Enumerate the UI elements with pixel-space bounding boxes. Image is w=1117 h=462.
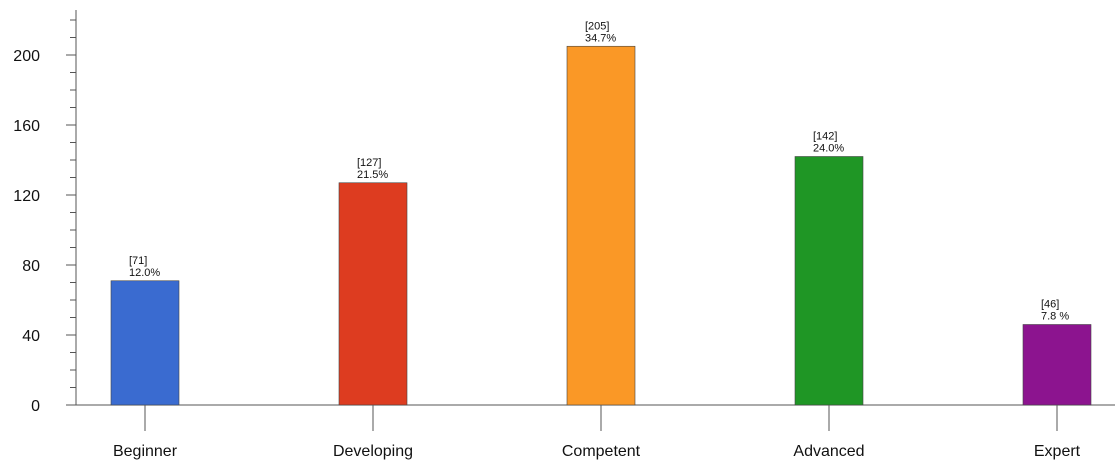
bar-percent-label: 12.0% xyxy=(129,267,160,279)
bars-group: [71]12.0% [127]21.5% [205]34.7% [142]24.0% [… xyxy=(110,20,1092,406)
y-tick-label: 200 xyxy=(13,48,40,65)
bar-count-label: [46] xyxy=(1041,299,1059,311)
bar-count-label: [205] xyxy=(585,20,609,32)
bar-competent xyxy=(566,45,636,406)
bar-count-label: [142] xyxy=(813,131,837,143)
x-tick-label: Developing xyxy=(333,443,413,460)
bar-advanced xyxy=(794,156,864,406)
x-tick-label: Expert xyxy=(1034,443,1081,460)
x-axis-ticks: Beginner Developing Competent Advanced Exper… xyxy=(113,405,1081,460)
y-tick-label: 120 xyxy=(13,188,40,205)
y-tick-label: 80 xyxy=(22,258,40,275)
bar-percent-label: 7.8 % xyxy=(1041,311,1069,323)
bar-percent-label: 21.5% xyxy=(357,169,388,181)
bar-beginner xyxy=(110,280,180,406)
bar-count-label: [71] xyxy=(129,255,147,267)
x-tick-label: Advanced xyxy=(793,443,864,460)
x-tick-label: Competent xyxy=(562,443,641,460)
y-axis-ticks: 0 40 80 120 160 200 xyxy=(13,19,76,415)
y-tick-label: 0 xyxy=(31,398,40,415)
bar-expert xyxy=(1022,324,1092,406)
x-tick-label: Beginner xyxy=(113,443,178,460)
bar-developing xyxy=(338,182,408,406)
bar-percent-label: 24.0% xyxy=(813,143,844,155)
y-tick-label: 160 xyxy=(13,118,40,135)
y-tick-label: 40 xyxy=(22,328,40,345)
bar-percent-label: 34.7% xyxy=(585,32,616,44)
bar-count-label: [127] xyxy=(357,157,381,169)
